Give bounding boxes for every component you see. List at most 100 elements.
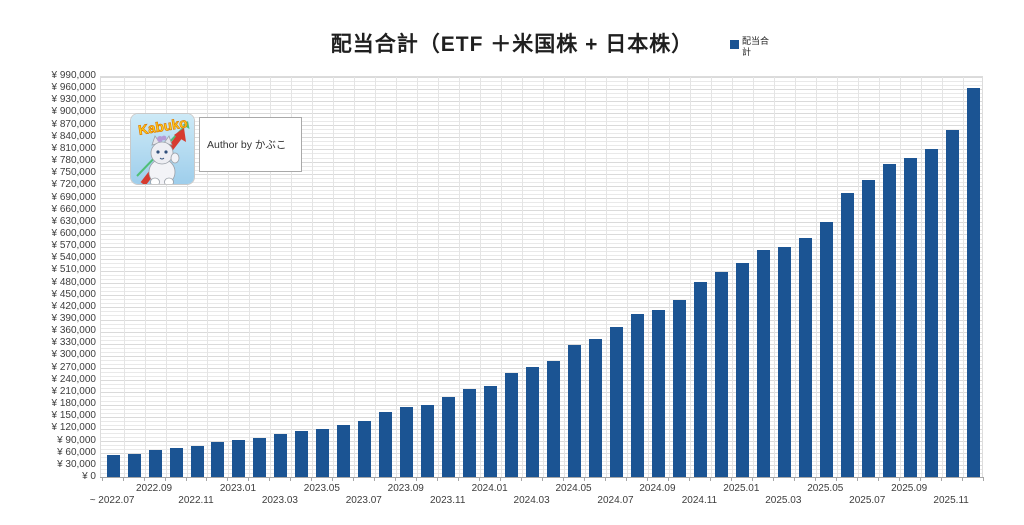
x-tick-mark bbox=[227, 477, 229, 481]
y-axis-label: ¥ 120,000 bbox=[51, 422, 97, 434]
gridline-v bbox=[668, 77, 670, 477]
y-axis-label: ¥ 990,000 bbox=[51, 70, 97, 81]
gridline-h bbox=[101, 360, 982, 362]
gridline-h bbox=[101, 254, 982, 256]
x-tick-mark bbox=[856, 477, 858, 481]
gridline-h bbox=[101, 108, 982, 110]
y-axis-label: ¥ 510,000 bbox=[51, 264, 97, 276]
gridline-h bbox=[101, 161, 982, 163]
x-tick-mark bbox=[164, 477, 166, 481]
y-axis-label: ¥ 450,000 bbox=[51, 288, 97, 300]
x-tick-mark bbox=[395, 477, 397, 481]
gridline-h bbox=[101, 283, 982, 285]
gridline-h bbox=[101, 92, 982, 94]
gridline-h bbox=[101, 428, 982, 430]
gridline-h bbox=[101, 153, 982, 155]
x-axis-label: 2024.01 bbox=[471, 483, 508, 494]
x-axis-label: ~ 2022.07 bbox=[89, 495, 135, 506]
gridline-h bbox=[101, 84, 982, 86]
x-axis-line bbox=[100, 477, 984, 478]
gridline-v bbox=[585, 77, 587, 477]
x-axis-label: 2025.05 bbox=[807, 483, 844, 494]
gridline-h bbox=[101, 392, 982, 394]
gridline-v bbox=[731, 77, 733, 477]
gridline-h bbox=[101, 400, 982, 402]
gridline-v bbox=[480, 77, 482, 477]
x-tick-mark bbox=[898, 477, 900, 481]
gridline-h bbox=[101, 250, 982, 252]
gridline-h bbox=[101, 473, 982, 475]
gridline-h bbox=[101, 104, 982, 106]
gridline-h bbox=[101, 449, 982, 451]
x-axis-label: 2025.09 bbox=[891, 483, 928, 494]
x-tick-mark bbox=[688, 477, 690, 481]
gridline-h bbox=[101, 347, 982, 349]
gridline-h bbox=[101, 242, 982, 244]
x-tick-mark bbox=[437, 477, 439, 481]
bar bbox=[651, 310, 665, 478]
x-axis-label: 2023.07 bbox=[345, 495, 382, 506]
bar bbox=[861, 179, 875, 478]
bar bbox=[169, 448, 183, 478]
x-tick-mark bbox=[814, 477, 816, 481]
y-axis-label: ¥ 900,000 bbox=[51, 106, 97, 118]
gridline-h bbox=[101, 88, 982, 90]
author-label: Author by かぶこ bbox=[207, 139, 287, 151]
gridline-v bbox=[606, 77, 608, 477]
y-axis-label: ¥ 660,000 bbox=[51, 203, 97, 215]
gridline-v bbox=[270, 77, 272, 477]
bar bbox=[421, 405, 435, 478]
gridline-h bbox=[101, 177, 982, 179]
x-tick-mark bbox=[646, 477, 648, 481]
gridline-h bbox=[101, 436, 982, 438]
gridline-h bbox=[101, 384, 982, 386]
x-tick-mark bbox=[542, 477, 544, 481]
gridline-v bbox=[710, 77, 712, 477]
bar bbox=[756, 250, 770, 478]
y-axis-label: ¥ 180,000 bbox=[51, 398, 97, 410]
gridline-v bbox=[920, 77, 922, 477]
x-axis-label: 2023.03 bbox=[261, 495, 298, 506]
gridline-h bbox=[101, 230, 982, 232]
gridline-h bbox=[101, 453, 982, 455]
gridline-v bbox=[354, 77, 356, 477]
x-tick-mark bbox=[122, 477, 124, 481]
gridline-h bbox=[101, 185, 982, 187]
y-axis-label: ¥ 840,000 bbox=[51, 130, 97, 142]
gridline-v bbox=[647, 77, 649, 477]
y-axis-label: ¥ 630,000 bbox=[51, 215, 97, 227]
x-axis-label: 2022.09 bbox=[135, 483, 173, 494]
gridline-h bbox=[101, 181, 982, 183]
bar bbox=[484, 386, 498, 478]
x-tick-mark bbox=[877, 477, 879, 481]
bar bbox=[735, 262, 749, 478]
gridline-v bbox=[459, 77, 461, 477]
gridline-h bbox=[101, 432, 982, 434]
gridline-h bbox=[101, 364, 982, 366]
gridline-h bbox=[101, 323, 982, 325]
gridline-h bbox=[101, 266, 982, 268]
bar bbox=[966, 88, 980, 478]
bar bbox=[337, 424, 351, 478]
bar bbox=[106, 454, 120, 478]
gridline-v bbox=[291, 77, 293, 477]
gridline-h bbox=[101, 129, 982, 131]
gridline-h bbox=[101, 376, 982, 378]
gridline-h bbox=[101, 380, 982, 382]
bar bbox=[589, 338, 603, 478]
gridline-h bbox=[101, 404, 982, 406]
gridline-h bbox=[101, 295, 982, 297]
y-axis-label: ¥ 360,000 bbox=[51, 325, 97, 337]
gridline-h bbox=[101, 279, 982, 281]
y-axis-label: ¥ 690,000 bbox=[51, 191, 97, 203]
x-tick-mark bbox=[835, 477, 837, 481]
x-tick-mark bbox=[269, 477, 271, 481]
gridline-h bbox=[101, 117, 982, 118]
x-tick-mark bbox=[248, 477, 250, 481]
gridline-v bbox=[207, 77, 209, 477]
x-tick-mark bbox=[143, 477, 145, 481]
kabuko-mascot-image: Kabuko bbox=[130, 113, 195, 185]
gridline-v bbox=[438, 77, 440, 477]
y-axis-label: ¥ 930,000 bbox=[51, 94, 97, 106]
